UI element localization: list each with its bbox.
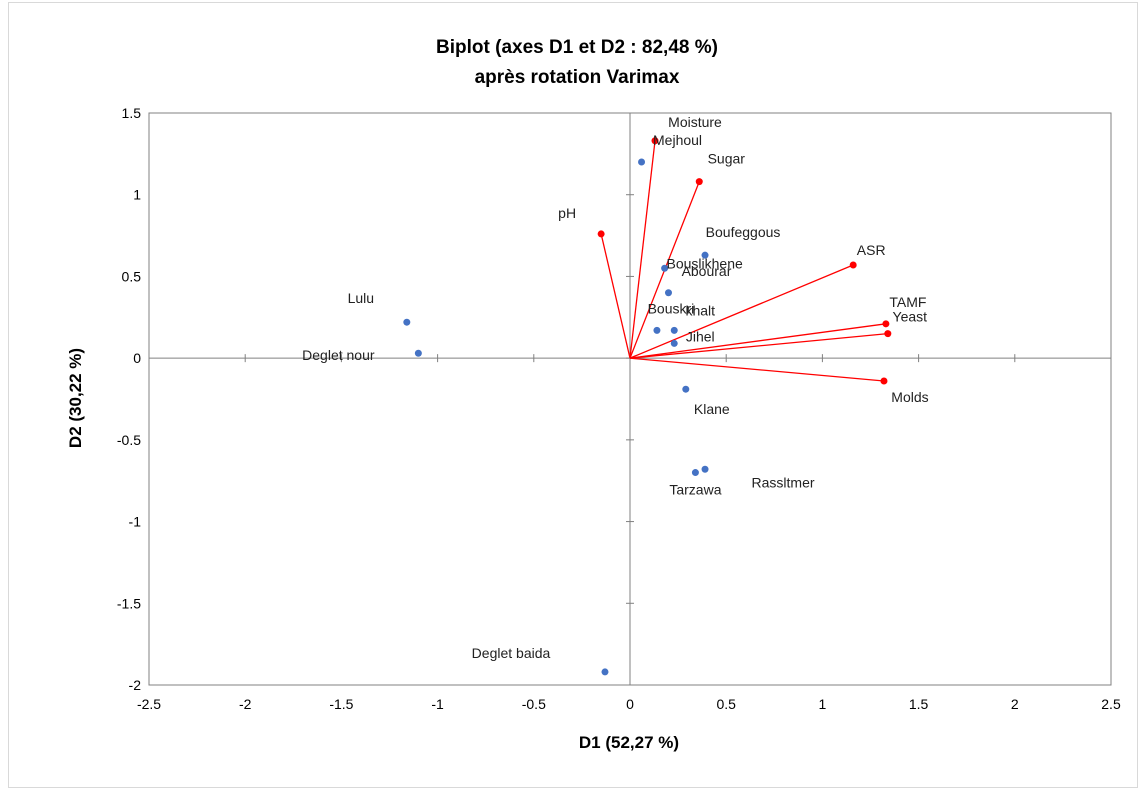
observation-label: Lulu xyxy=(348,290,374,306)
observation-label: Rassltmer xyxy=(752,474,815,490)
y-axis-title: D2 (30,22 %) xyxy=(66,348,85,448)
observation-label: Bouslikhene xyxy=(666,255,742,271)
y-tick-label: -1 xyxy=(129,514,142,530)
x-tick-labels: -2.5 -2 -1.5 -1 -0.5 0 0.5 1 1.5 2 2.5 xyxy=(137,696,1121,712)
variable-vectors xyxy=(597,137,892,385)
variable-vector xyxy=(629,323,886,359)
observation-point xyxy=(414,349,422,357)
variable-label: pH xyxy=(558,205,576,221)
y-tick-label: 1.5 xyxy=(122,105,142,121)
variable-point xyxy=(597,230,605,238)
observation-label: Jihel xyxy=(686,328,715,344)
variable-point xyxy=(849,261,857,269)
x-tick-label: 1 xyxy=(819,696,827,712)
observation-point xyxy=(691,469,699,477)
variable-vector xyxy=(600,233,631,359)
observation-point xyxy=(701,251,709,259)
observation-label: Mejhoul xyxy=(653,132,702,148)
observation-point xyxy=(653,326,661,334)
x-tick-label: 2 xyxy=(1011,696,1019,712)
variable-point xyxy=(882,320,890,328)
variable-vector xyxy=(629,140,656,359)
variable-label: Sugar xyxy=(708,151,746,167)
observation-label: khalt xyxy=(685,302,715,318)
y-tick-label: 0 xyxy=(133,350,141,366)
observation-point xyxy=(682,385,690,393)
observation-label: Bouskri xyxy=(648,300,695,316)
variable-point xyxy=(884,330,892,338)
observation-label: Klane xyxy=(694,401,730,417)
observation-label: Abourar xyxy=(682,263,732,279)
x-tick-label: -2 xyxy=(239,696,252,712)
x-tick-label: -0.5 xyxy=(522,696,546,712)
variable-vector xyxy=(629,357,885,382)
variable-point xyxy=(880,377,888,385)
y-tick-label: -2 xyxy=(129,677,142,693)
variable-label: Yeast xyxy=(893,309,928,325)
y-tick-label: -1.5 xyxy=(117,595,141,611)
chart-title: Biplot (axes D1 et D2 : 82,48 %) xyxy=(436,37,718,58)
variable-label: Moisture xyxy=(668,114,722,130)
x-tick-label: -2.5 xyxy=(137,696,161,712)
observation-label: Boufeggous xyxy=(706,224,781,240)
observation-point xyxy=(664,289,672,297)
observation-label: Tarzawa xyxy=(669,482,721,498)
variable-vector xyxy=(629,264,854,359)
y-tick-label: 1 xyxy=(133,187,141,203)
observation-point xyxy=(670,326,678,334)
observation-point xyxy=(638,158,646,166)
x-axis-title: D1 (52,27 %) xyxy=(579,733,679,752)
observation-label: Deglet baida xyxy=(472,645,551,661)
y-tick-label: 0.5 xyxy=(122,268,142,284)
observation-point xyxy=(670,339,678,347)
observation-point xyxy=(701,465,709,473)
x-tick-label: 2.5 xyxy=(1101,696,1121,712)
x-tick-label: 0 xyxy=(626,696,634,712)
observation-point xyxy=(403,318,411,326)
observation-points xyxy=(403,158,709,676)
variable-label: TAMF xyxy=(889,294,926,310)
observation-point xyxy=(661,264,669,272)
x-tick-label: 1.5 xyxy=(909,696,929,712)
variable-label: Molds xyxy=(891,389,928,405)
chart-frame: Biplot (axes D1 et D2 : 82,48 %) après r… xyxy=(8,2,1138,788)
variable-vector xyxy=(629,332,888,359)
y-tick-labels: -2 -1.5 -1 -0.5 0 0.5 1 1.5 xyxy=(117,105,141,693)
x-tick-label: -1.5 xyxy=(329,696,353,712)
variable-point xyxy=(695,178,703,186)
observation-point xyxy=(601,668,609,676)
biplot-chart: Biplot (axes D1 et D2 : 82,48 %) après r… xyxy=(66,37,1121,752)
variable-point xyxy=(651,137,659,145)
x-tick-label: 0.5 xyxy=(716,696,736,712)
y-tick-label: -0.5 xyxy=(117,432,141,448)
axes xyxy=(148,112,1112,686)
chart-subtitle: après rotation Varimax xyxy=(475,67,680,88)
observation-label: Deglet nour xyxy=(302,347,375,363)
variable-label: ASR xyxy=(857,242,886,258)
x-tick-label: -1 xyxy=(431,696,444,712)
